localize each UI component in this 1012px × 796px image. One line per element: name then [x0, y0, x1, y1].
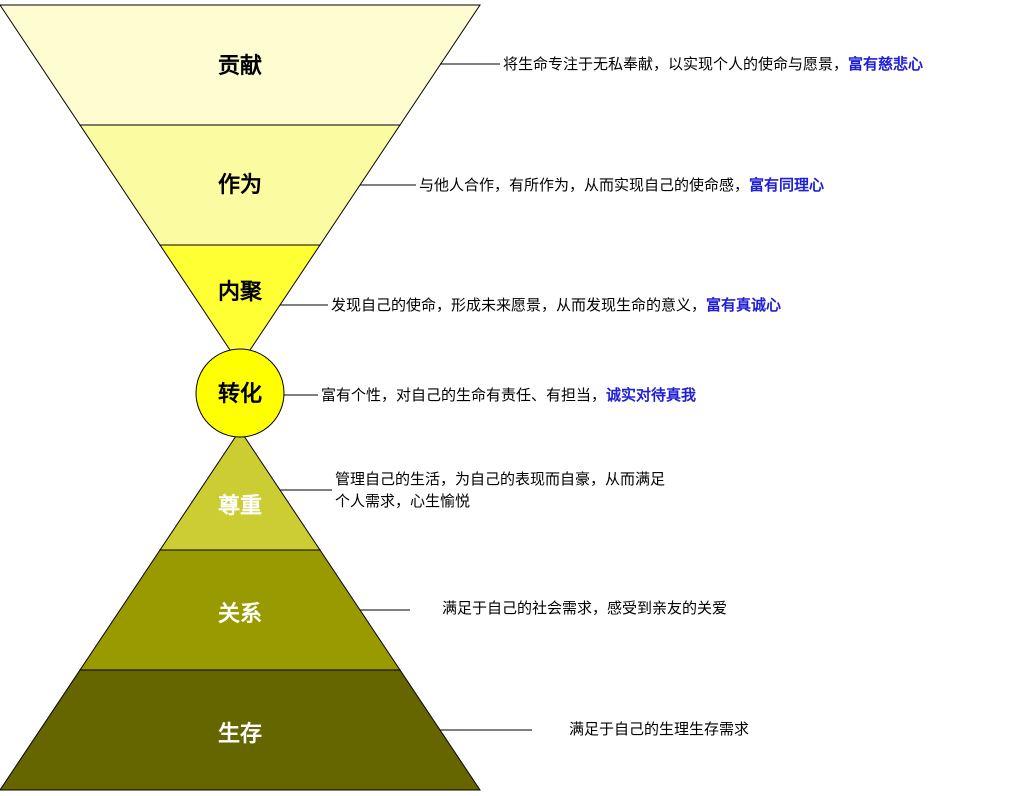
level-transformation-label: 转化 [218, 381, 262, 407]
level-focus-desc: 发现自己的使命，形成未来愿景，从而发现生命的意义，富有真诚心 [331, 296, 781, 314]
level-contribution-highlight: 富有慈悲心 [848, 55, 923, 73]
level-contribution-desc-text: 将生命专注于无私奉献，以实现个人的使命与愿景， [503, 55, 848, 73]
level-action-highlight: 富有同理心 [749, 176, 824, 194]
level-contribution-desc: 将生命专注于无私奉献，以实现个人的使命与愿景，富有慈悲心 [503, 55, 923, 73]
level-action-label: 作为 [218, 173, 262, 198]
level-relationship-label: 关系 [218, 602, 262, 627]
level-transformation-desc-text: 富有个性，对自己的生命有责任、有担当， [321, 386, 606, 404]
level-survival-desc: 满足于自己的生理生存需求 [569, 720, 749, 738]
level-focus-desc-text: 发现自己的使命，形成未来愿景，从而发现生命的意义， [331, 296, 706, 314]
level-focus-highlight: 富有真诚心 [706, 296, 781, 314]
level-focus-label: 内聚 [218, 280, 263, 305]
level-action-desc-text: 与他人合作，有所作为，从而实现自己的使命感， [419, 176, 749, 194]
level-transformation-highlight: 诚实对待真我 [606, 386, 696, 404]
level-survival-label: 生存 [218, 721, 262, 747]
level-esteem-label: 尊重 [218, 493, 262, 519]
level-transformation-circle [195, 348, 285, 438]
level-survival-band [0, 669, 481, 791]
level-contribution-label: 贡献 [218, 53, 262, 79]
level-relationship-desc: 满足于自己的社会需求，感受到亲友的关爱 [442, 599, 727, 617]
level-esteem-desc-line1: 管理自己的生活，为自己的表现而自豪，从而满足 [335, 470, 665, 488]
level-action-desc: 与他人合作，有所作为，从而实现自己的使命感，富有同理心 [419, 176, 824, 194]
level-transformation-desc: 富有个性，对自己的生命有责任、有担当，诚实对待真我 [321, 386, 696, 404]
level-esteem-desc-line2: 个人需求，心生愉悦 [335, 492, 470, 510]
